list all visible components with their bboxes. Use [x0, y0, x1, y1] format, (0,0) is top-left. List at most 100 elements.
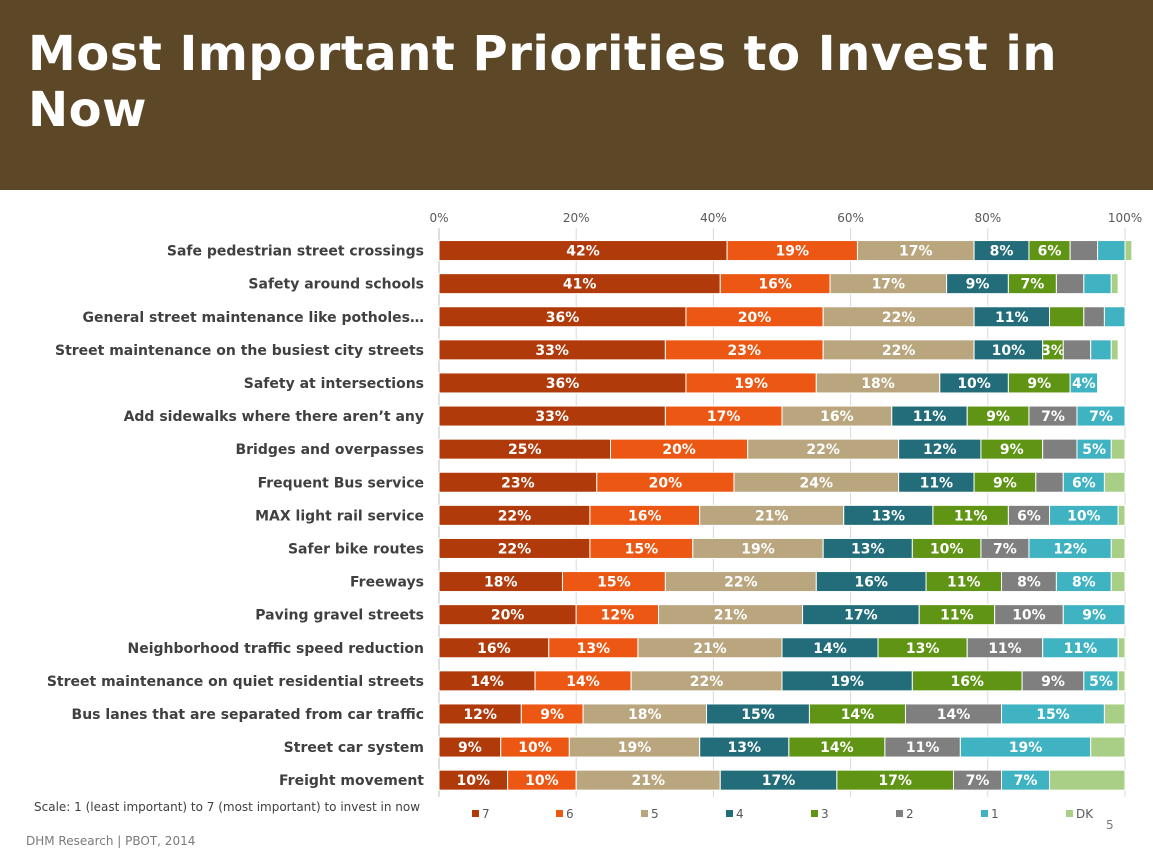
bar-segment: [1083, 273, 1112, 295]
data-label: 4%: [1072, 376, 1096, 392]
data-label: 42%: [566, 244, 600, 260]
data-label: 21%: [693, 641, 727, 657]
bar-segment: [1103, 306, 1126, 328]
data-label: 15%: [597, 575, 631, 591]
data-label: 14%: [566, 674, 600, 690]
legend-label: 6: [566, 807, 574, 821]
data-label: 20%: [491, 608, 525, 624]
data-label: 7%: [1014, 773, 1038, 789]
bar-segment: [1097, 240, 1126, 262]
data-label: 12%: [463, 707, 497, 723]
bar-segment: [1117, 504, 1126, 526]
data-label: 9%: [993, 475, 1017, 491]
legend-label: 7: [482, 807, 490, 821]
data-label: 20%: [662, 442, 696, 458]
data-label: 11%: [913, 409, 947, 425]
bar-segment: [1117, 637, 1126, 659]
data-label: 17%: [872, 277, 906, 293]
data-label: 15%: [741, 707, 775, 723]
bar-segment: [1110, 537, 1126, 559]
data-label: 17%: [844, 608, 878, 624]
data-label: 11%: [988, 641, 1022, 657]
data-label: 22%: [882, 343, 916, 359]
data-label: 14%: [470, 674, 504, 690]
data-label: 23%: [501, 475, 535, 491]
data-label: 19%: [1009, 740, 1043, 756]
data-label: 18%: [484, 575, 518, 591]
legend-label: 4: [736, 807, 744, 821]
data-label: 23%: [728, 343, 762, 359]
category-label: Bus lanes that are separated from car tr…: [72, 707, 424, 723]
data-label: 22%: [806, 442, 840, 458]
data-label: 8%: [1072, 575, 1096, 591]
data-label: 22%: [882, 310, 916, 326]
data-label: 16%: [854, 575, 888, 591]
data-label: 36%: [546, 310, 580, 326]
page-title: Most Important Priorities to Invest in N…: [28, 26, 1058, 138]
category-label: General street maintenance like potholes…: [83, 310, 424, 326]
category-label: Street maintenance on the busiest city s…: [55, 343, 424, 359]
data-label: 15%: [1036, 707, 1070, 723]
data-label: 10%: [525, 773, 559, 789]
bar-segment: [1124, 240, 1133, 262]
data-label: 5%: [1089, 674, 1113, 690]
legend-swatch: [726, 810, 733, 817]
data-label: 8%: [1017, 575, 1041, 591]
data-label: 36%: [546, 376, 580, 392]
data-label: 21%: [755, 508, 789, 524]
data-label: 7%: [966, 773, 990, 789]
data-label: 9%: [540, 707, 564, 723]
data-label: 10%: [1012, 608, 1046, 624]
legend-swatch: [556, 810, 563, 817]
legend-swatch: [1066, 810, 1073, 817]
x-tick-label: 0%: [429, 211, 448, 225]
data-label: 9%: [458, 740, 482, 756]
data-label: 19%: [734, 376, 768, 392]
bar-segment: [1110, 571, 1126, 593]
bar-segment: [1076, 405, 1126, 427]
data-label: 12%: [1053, 541, 1087, 557]
data-label: 9%: [1027, 376, 1051, 392]
data-label: 18%: [628, 707, 662, 723]
bar-segment: [1062, 604, 1126, 626]
category-label: Safe pedestrian street crossings: [167, 244, 424, 260]
data-label: 16%: [628, 508, 662, 524]
scale-note: Scale: 1 (least important) to 7 (most im…: [34, 800, 421, 814]
data-label: 13%: [577, 641, 611, 657]
bar-segment: [1090, 339, 1112, 361]
data-label: 15%: [625, 541, 659, 557]
bar-segment: [1090, 736, 1126, 758]
data-label: 11%: [940, 608, 974, 624]
legend-swatch: [641, 810, 648, 817]
data-label: 11%: [995, 310, 1029, 326]
data-label: 19%: [741, 541, 775, 557]
data-label: 16%: [477, 641, 511, 657]
bar-segment: [1055, 273, 1085, 295]
bar-segment: [1103, 703, 1126, 725]
data-label: 10%: [992, 343, 1026, 359]
data-label: 22%: [724, 575, 758, 591]
data-label: 8%: [990, 244, 1014, 260]
data-label: 14%: [841, 707, 875, 723]
bar-segment: [1110, 438, 1126, 460]
legend-swatch: [811, 810, 818, 817]
data-label: 5%: [1082, 442, 1106, 458]
data-label: 10%: [957, 376, 991, 392]
data-label: 7%: [1020, 277, 1044, 293]
bar-segment: [1062, 339, 1092, 361]
data-label: 11%: [1064, 641, 1098, 657]
data-label: 10%: [457, 773, 491, 789]
data-label: 12%: [923, 442, 957, 458]
category-label: Street maintenance on quiet residential …: [47, 674, 424, 690]
data-label: 25%: [508, 442, 542, 458]
bar-segment: [1083, 306, 1105, 328]
category-label: Safer bike routes: [288, 541, 424, 557]
data-label: 9%: [986, 409, 1010, 425]
title-banner: Most Important Priorities to Invest in N…: [0, 0, 1153, 190]
data-label: 21%: [631, 773, 665, 789]
x-tick-label: 20%: [563, 211, 590, 225]
x-tick-label: 40%: [700, 211, 727, 225]
legend-label: 1: [991, 807, 999, 821]
data-label: 16%: [820, 409, 854, 425]
bar-segment: [1069, 240, 1099, 262]
